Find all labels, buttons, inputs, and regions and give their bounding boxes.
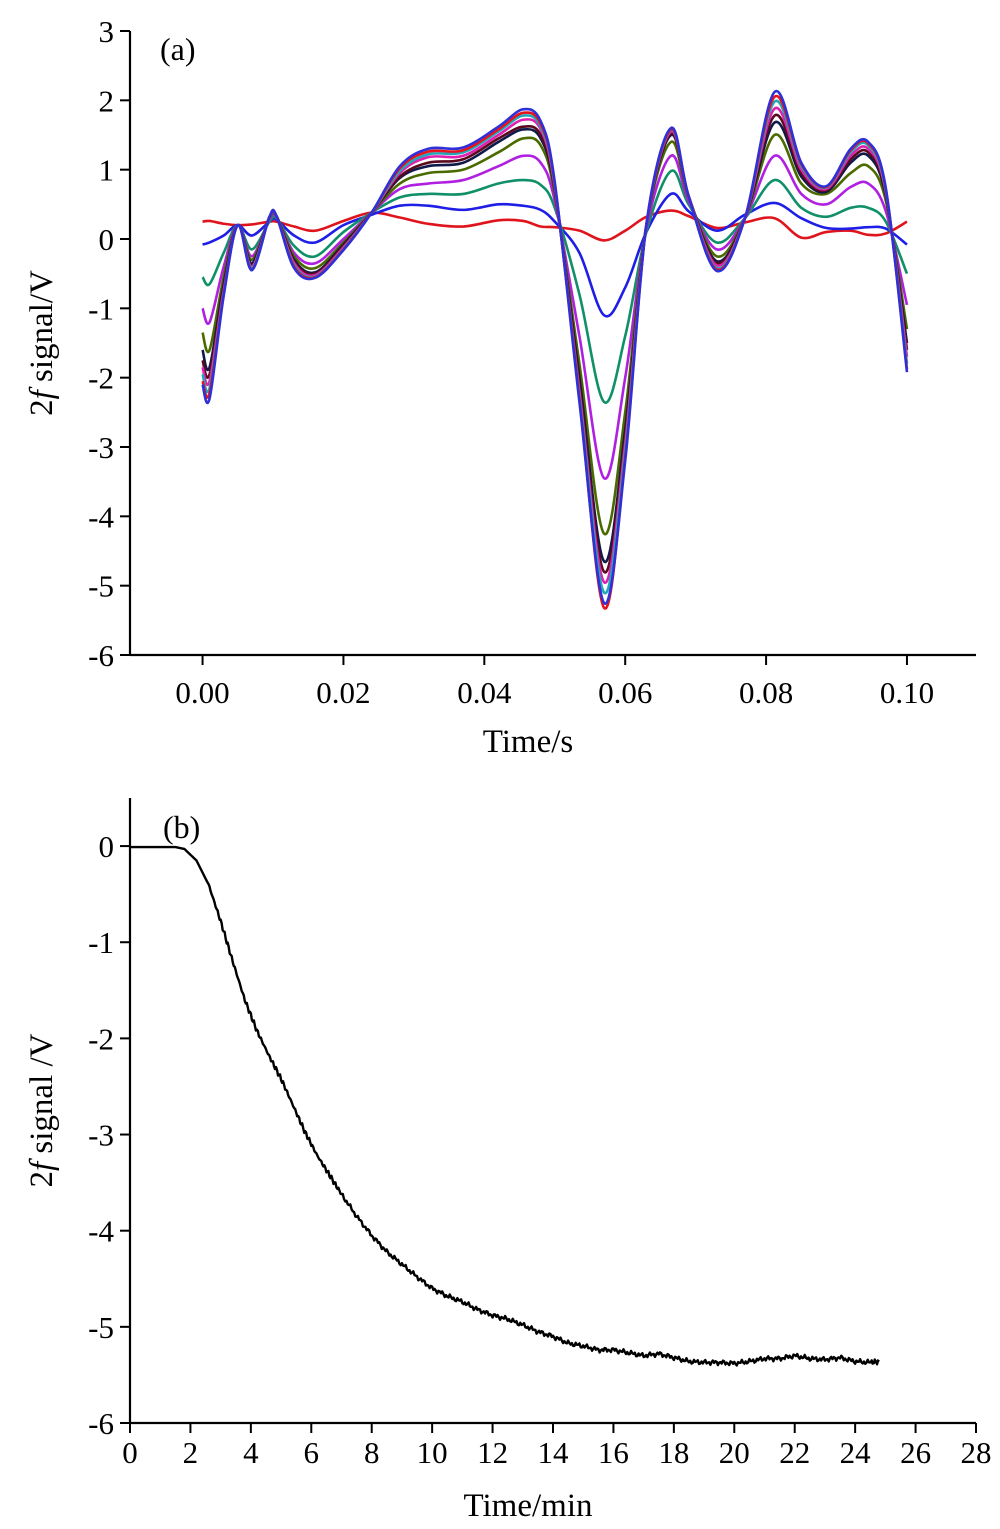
x-tick-label: 28 bbox=[961, 1435, 992, 1470]
x-tick-label: 18 bbox=[658, 1435, 689, 1470]
y-axis-title: 2f signal/V bbox=[24, 270, 60, 416]
series-line bbox=[131, 845, 880, 1367]
y-tick-label: -3 bbox=[88, 1118, 114, 1153]
panel-a-chart: 3 2 1 0 -1 -2 -3 -4 -5 -6 0.00 0.02 0.04 0.06 0.08 0.10… bbox=[24, 14, 976, 760]
panel-b-chart: 0-1-2-3-4-5-60 2 4 6 8 10 12 14 16 18 20 22 24 26 28Ti… bbox=[24, 798, 992, 1524]
x-tick-label: 0.08 bbox=[739, 675, 793, 710]
x-tick-label: 10 bbox=[417, 1435, 448, 1470]
x-tick-label: 0.06 bbox=[598, 675, 652, 710]
y-tick-label: -4 bbox=[88, 1214, 114, 1249]
x-tick-label: 6 bbox=[304, 1435, 320, 1470]
y-tick-label: -4 bbox=[88, 499, 114, 534]
y-tick-label: 0 bbox=[99, 222, 115, 257]
y-tick-label: -1 bbox=[88, 291, 114, 326]
y-tick-label: -1 bbox=[88, 925, 114, 960]
x-tick-label: 4 bbox=[243, 1435, 259, 1470]
y-tick-label: 2 bbox=[99, 83, 115, 118]
series-line bbox=[201, 90, 909, 605]
y-axis-title: 2f signal /V bbox=[24, 1033, 60, 1187]
x-axis-title: Time/min bbox=[464, 1488, 593, 1524]
series-line bbox=[202, 192, 908, 318]
y-tick-label: -6 bbox=[88, 638, 114, 673]
y-tick-label: 0 bbox=[99, 829, 115, 864]
x-tick-label: 0 bbox=[122, 1435, 138, 1470]
y-tick-label: -5 bbox=[88, 1310, 114, 1345]
x-tick-label: 0.10 bbox=[880, 675, 934, 710]
panel-label: (a) bbox=[160, 31, 196, 67]
x-tick-label: 12 bbox=[477, 1435, 508, 1470]
x-tick-label: 8 bbox=[364, 1435, 380, 1470]
x-tick-label: 0.04 bbox=[457, 675, 512, 710]
y-tick-label: 3 bbox=[99, 14, 115, 49]
x-tick-label: 20 bbox=[719, 1435, 750, 1470]
series-line bbox=[201, 169, 909, 404]
x-axis-title: Time/s bbox=[483, 724, 574, 760]
y-tick-label: -6 bbox=[88, 1406, 114, 1441]
panel-label: (b) bbox=[163, 809, 200, 845]
series-group bbox=[131, 845, 880, 1367]
y-tick-label: 1 bbox=[99, 153, 115, 188]
series-group bbox=[201, 90, 909, 610]
y-tick-label: -3 bbox=[88, 430, 114, 465]
x-tick-label: 16 bbox=[598, 1435, 629, 1470]
x-tick-label: 26 bbox=[900, 1435, 931, 1470]
x-tick-label: 14 bbox=[538, 1435, 570, 1470]
y-tick-label: -5 bbox=[88, 569, 114, 604]
x-tick-label: 24 bbox=[840, 1435, 872, 1470]
x-tick-label: 0.00 bbox=[175, 675, 229, 710]
x-tick-label: 0.02 bbox=[316, 675, 370, 710]
x-tick-label: 2 bbox=[183, 1435, 199, 1470]
series-line bbox=[202, 209, 908, 242]
y-tick-label: -2 bbox=[88, 1021, 114, 1056]
x-tick-label: 22 bbox=[779, 1435, 810, 1470]
series-line bbox=[201, 154, 909, 480]
y-tick-label: -2 bbox=[88, 361, 114, 396]
